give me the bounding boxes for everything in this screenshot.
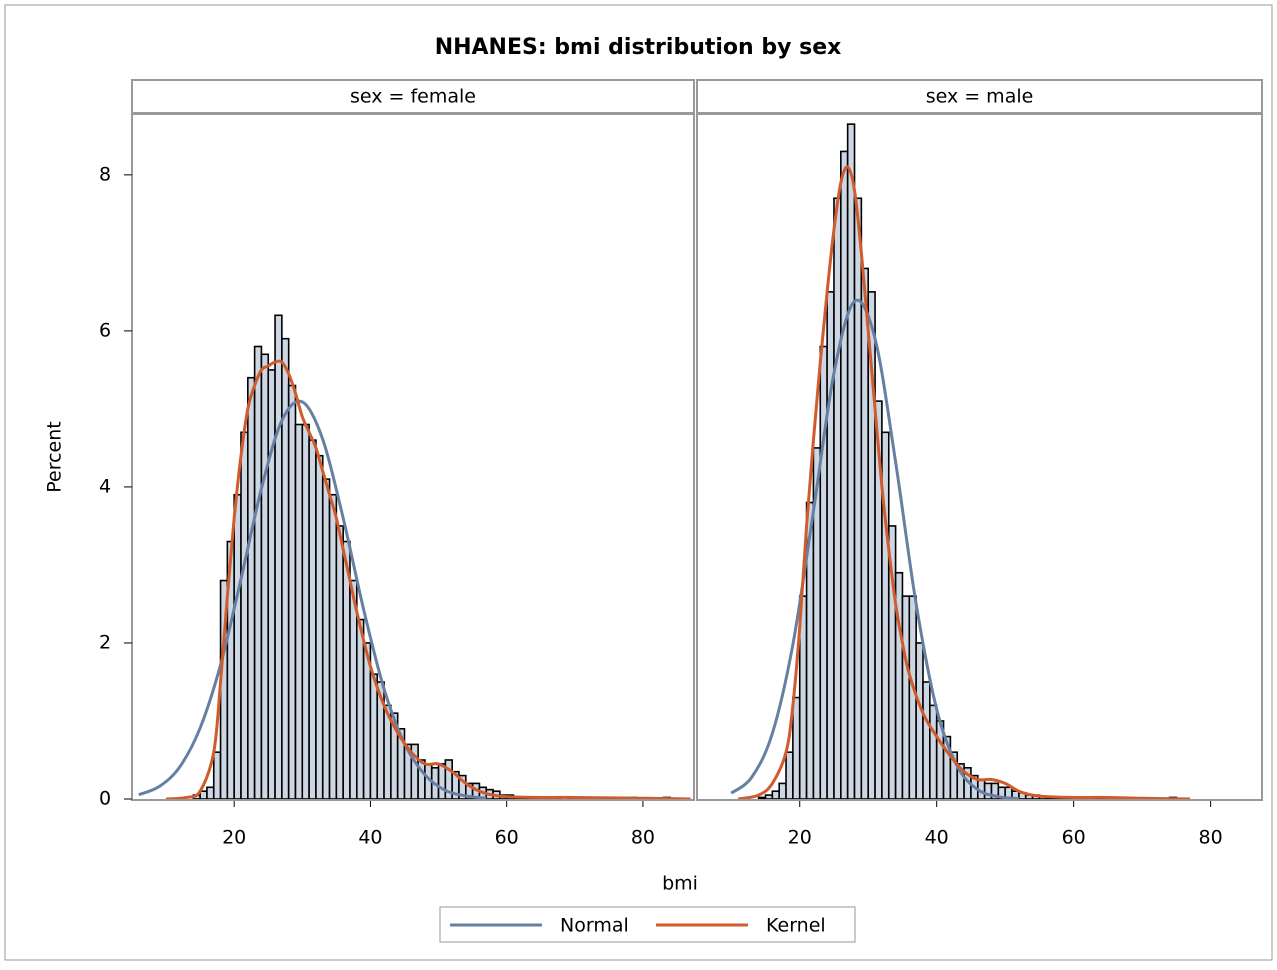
bar	[983, 782, 993, 800]
x-tick-label: 80	[1199, 827, 1223, 849]
bar	[792, 696, 801, 800]
y-tick-label: 0	[99, 788, 111, 810]
x-tick-label: 60	[495, 827, 519, 849]
y-tick-label: 6	[99, 319, 111, 341]
bar	[771, 790, 780, 800]
density-curve	[730, 298, 1020, 801]
bar	[846, 123, 856, 800]
bar	[778, 782, 787, 800]
bar	[206, 786, 215, 800]
bar	[922, 681, 931, 800]
bar	[929, 704, 938, 800]
bar	[233, 493, 242, 800]
density-curve	[138, 399, 487, 800]
panel-header	[131, 79, 695, 114]
y-tick-label: 4	[99, 475, 111, 497]
bar	[240, 431, 249, 800]
legend-label: Kernel	[766, 915, 826, 937]
panel-label: sex = female	[350, 86, 476, 108]
chart-title: NHANES: bmi distribution by sex	[435, 35, 842, 60]
bar	[287, 384, 297, 800]
bar	[757, 796, 767, 800]
bar	[355, 618, 365, 800]
y-axis-label: Percent	[44, 421, 66, 493]
x-tick-label: 40	[358, 827, 382, 849]
outer-frame	[4, 4, 1273, 961]
bar	[321, 478, 331, 800]
x-tick-label: 40	[925, 827, 949, 849]
density-curve	[737, 165, 1191, 801]
x-tick-label: 20	[222, 827, 246, 849]
bar	[860, 267, 870, 800]
bar	[908, 595, 917, 800]
y-tick-label: 2	[99, 631, 111, 653]
bar	[328, 493, 338, 800]
panel-frame	[131, 113, 695, 801]
bar	[308, 439, 317, 800]
x-axis-label: bmi	[662, 873, 698, 895]
bar	[301, 423, 310, 800]
bar	[826, 291, 835, 800]
bar	[901, 595, 911, 800]
bar	[369, 673, 379, 800]
bar	[247, 376, 256, 800]
legend-label: Normal	[560, 915, 629, 937]
bar	[915, 642, 924, 800]
bar	[335, 525, 344, 800]
bar	[785, 751, 794, 800]
panel-label: sex = male	[926, 86, 1034, 108]
y-tick-label: 8	[99, 163, 111, 185]
density-curve	[165, 359, 691, 801]
panel-frame	[696, 113, 1263, 801]
bar	[212, 751, 222, 800]
bar	[315, 454, 324, 800]
bar	[267, 369, 276, 800]
bar	[764, 794, 774, 800]
x-tick-label: 20	[788, 827, 812, 849]
bar	[840, 150, 849, 800]
bar	[437, 763, 447, 800]
bar	[253, 345, 263, 800]
x-tick-label: 80	[631, 827, 655, 849]
bar	[294, 423, 304, 800]
bar	[853, 197, 863, 800]
x-tick-label: 60	[1062, 827, 1086, 849]
bar	[260, 353, 270, 800]
bar	[274, 314, 283, 800]
bar	[833, 197, 842, 800]
